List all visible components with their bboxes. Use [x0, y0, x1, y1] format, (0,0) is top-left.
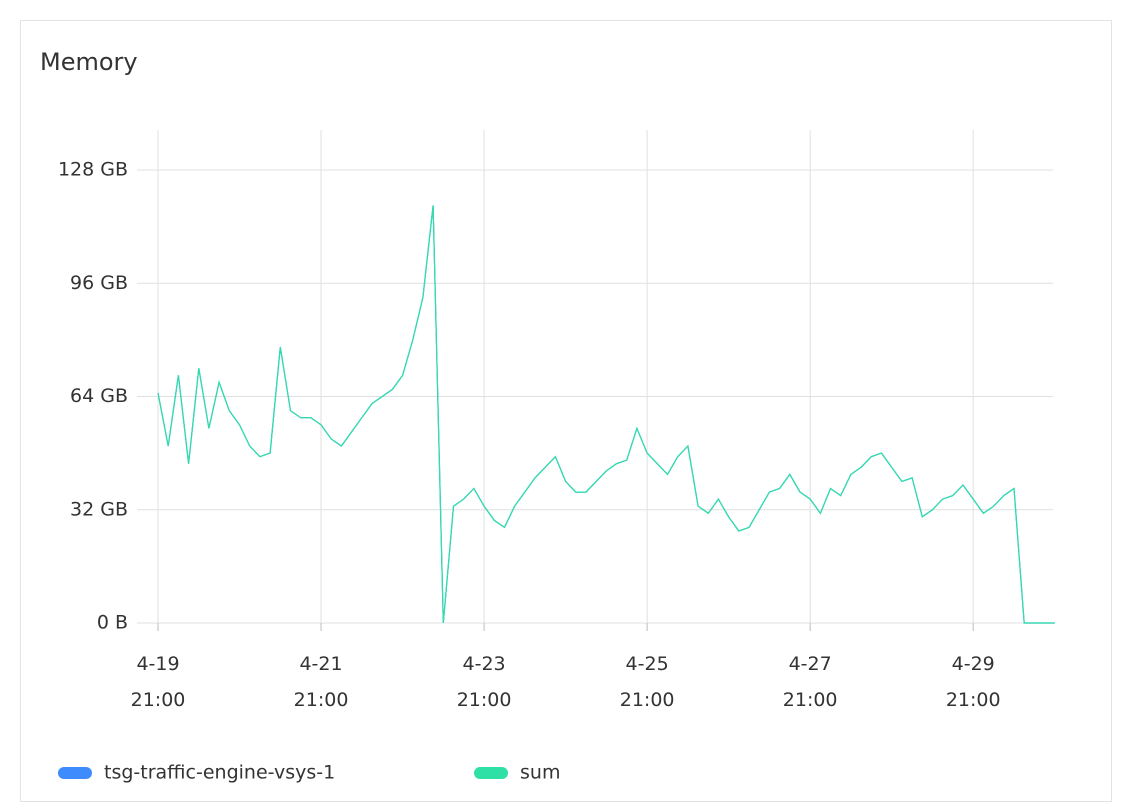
x-tick-label: 4-25 21:00 [620, 653, 675, 711]
x-tick-label-line: 4-23 [463, 653, 506, 675]
x-tick-label-line: 21:00 [783, 689, 838, 711]
x-tick-label-line: 4-21 [299, 653, 342, 675]
x-tick-label: 4-27 21:00 [783, 653, 838, 711]
x-tick-label: 4-21 21:00 [294, 653, 349, 711]
card [20, 20, 1112, 802]
y-tick-label: 96 GB [70, 272, 128, 294]
x-tick-label-line: 21:00 [294, 689, 349, 711]
legend-swatch [58, 767, 92, 779]
x-tick-label: 4-29 21:00 [946, 653, 1001, 711]
x-tick-label-line: 4-29 [952, 653, 995, 675]
x-tick-label-line: 21:00 [946, 689, 1001, 711]
x-tick-label-line: 4-19 [136, 653, 179, 675]
x-tick-label: 4-19 21:00 [131, 653, 186, 711]
y-tick-label: 32 GB [70, 498, 128, 520]
x-tick-label-line: 21:00 [131, 689, 186, 711]
x-tick-label-line: 4-25 [626, 653, 669, 675]
legend-swatch [474, 767, 508, 779]
series-line [157, 205, 1055, 624]
x-tick-label: 4-23 21:00 [457, 653, 512, 711]
y-tick-label: 64 GB [70, 385, 128, 407]
x-tick-label-line: 21:00 [457, 689, 512, 711]
x-tick-label-line: 21:00 [620, 689, 675, 711]
legend-label: tsg-traffic-engine-vsys-1 [104, 762, 335, 784]
x-tick-label-line: 4-27 [789, 653, 832, 675]
y-tick-label: 128 GB [58, 159, 128, 181]
y-tick-label: 0 B [97, 612, 128, 634]
legend-label: sum [520, 762, 560, 784]
chart-title: Memory [40, 48, 138, 76]
